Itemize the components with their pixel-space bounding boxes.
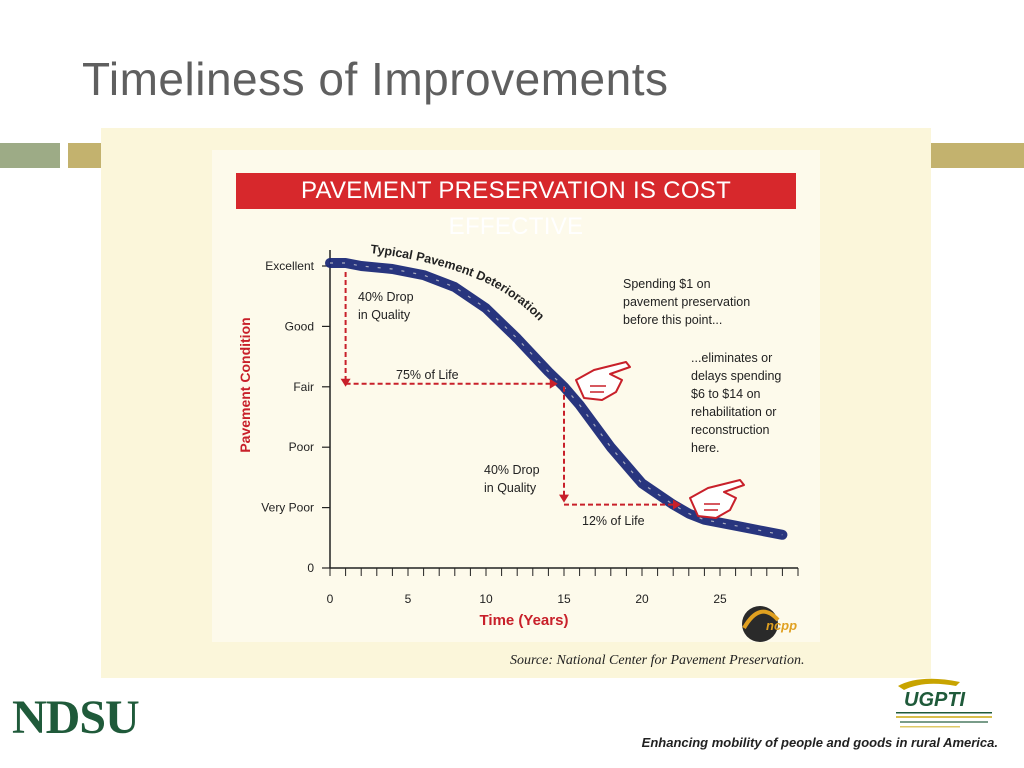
- ndsu-logo: NDSU: [12, 691, 140, 744]
- x-tick-label: 0: [327, 592, 334, 606]
- annotation-eliminates: ...eliminates or delays spending $6 to $14…: [691, 351, 781, 455]
- annotation-drop-2-line: in Quality: [484, 481, 537, 495]
- slide-title: Timeliness of Improvements: [82, 53, 669, 105]
- annotation-life-75: 75% of Life: [396, 368, 459, 382]
- x-tick-label: 5: [405, 592, 412, 606]
- y-tick-label: Good: [285, 319, 314, 333]
- annotation-drop-1: 40% Drop in Quality: [358, 290, 414, 322]
- y-tick-label: Poor: [289, 440, 314, 454]
- chart-inner-panel: [212, 150, 820, 642]
- annotation-spending-line: before this point...: [623, 313, 722, 327]
- ncpp-logo: [742, 606, 780, 642]
- x-tick-label: 10: [479, 592, 493, 606]
- ugpti-logo-text: UGPTI: [904, 689, 966, 711]
- arrowhead: [673, 499, 681, 510]
- y-axis-label: Pavement Condition: [237, 317, 253, 452]
- x-axis-label: Time (Years): [480, 612, 569, 629]
- y-tick-label: Very Poor: [261, 501, 314, 515]
- annotation-drop-2: 40% Drop in Quality: [484, 463, 540, 495]
- arrowhead: [340, 378, 351, 387]
- chart-title-banner: PAVEMENT PRESERVATION IS COST EFFECTIVE: [236, 173, 796, 240]
- accent-bar-right: [930, 143, 1024, 168]
- annotation-eliminates-line: $6 to $14 on: [691, 387, 761, 401]
- arrowhead: [549, 378, 558, 389]
- pointing-hand-icon: [689, 479, 745, 519]
- pointing-hand-icon: [575, 361, 631, 401]
- ugpti-logo: UGPTI: [896, 678, 992, 728]
- ncpp-logo-text: ncpp: [766, 618, 797, 633]
- y-tick-label: Excellent: [265, 259, 314, 273]
- x-tick-label: 20: [635, 592, 649, 606]
- y-tick-label: 0: [307, 561, 314, 575]
- annotation-spending-line: pavement preservation: [623, 295, 750, 309]
- y-tick-label: Fair: [293, 380, 314, 394]
- annotation-drop-1-line: in Quality: [358, 308, 411, 322]
- annotation-drop-2-line: 40% Drop: [484, 463, 540, 477]
- annotation-spending-line: Spending $1 on: [623, 277, 711, 291]
- x-tick-label: 25: [713, 592, 727, 606]
- annotation-eliminates-line: here.: [691, 441, 720, 455]
- chart-source: Source: National Center for Pavement Pre…: [510, 653, 805, 668]
- annotation-eliminates-line: ...eliminates or: [691, 351, 772, 365]
- accent-bar-left: [0, 143, 60, 168]
- footer-tagline: Enhancing mobility of people and goods i…: [641, 735, 998, 750]
- annotation-eliminates-line: rehabilitation or: [691, 405, 776, 419]
- annotation-eliminates-line: delays spending: [691, 369, 781, 383]
- accent-bar-mid: [68, 143, 102, 168]
- annotation-eliminates-line: reconstruction: [691, 423, 770, 437]
- arrowhead: [559, 494, 569, 503]
- annotation-life-12: 12% of Life: [582, 514, 645, 528]
- x-tick-label: 15: [557, 592, 571, 606]
- annotation-spending: Spending $1 on pavement preservation befor…: [623, 277, 750, 327]
- annotation-drop-1-line: 40% Drop: [358, 290, 414, 304]
